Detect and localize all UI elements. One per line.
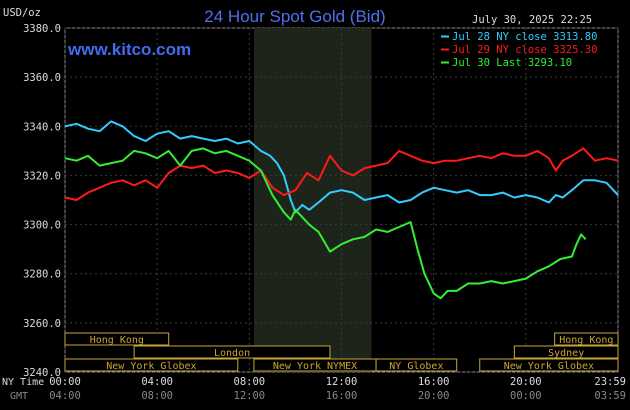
x-tick-label-ny: 04:00 xyxy=(141,376,173,388)
timestamp: July 30, 2025 22:25 xyxy=(472,14,592,26)
y-tick-label: 3340.0 xyxy=(23,121,61,133)
x-tick-label-gmt: 16:00 xyxy=(326,390,358,402)
market-session-label: London xyxy=(214,348,250,359)
market-session-label: New York NYMEX xyxy=(273,361,357,372)
market-session-label: Hong Kong xyxy=(559,335,613,346)
y-unit-label: USD/oz xyxy=(3,7,41,19)
market-session-box xyxy=(554,332,619,346)
x-tick-label-gmt: 12:00 xyxy=(234,390,266,402)
x-tick-label-ny: 08:00 xyxy=(234,376,266,388)
market-session-box xyxy=(479,358,619,372)
series-line-3 xyxy=(64,147,587,300)
x-tick-label-ny: 23:59 xyxy=(594,376,626,388)
y-tick-label: 3240.0 xyxy=(23,367,61,379)
market-session-box xyxy=(64,332,170,346)
x-tick-label-gmt: 03:59 xyxy=(594,390,626,402)
y-tick-label: 3260.0 xyxy=(23,318,61,330)
market-session-label: New York Globex xyxy=(106,361,196,372)
chart-title: 24 Hour Spot Gold (Bid) xyxy=(204,7,385,26)
market-session-label: Hong Kong xyxy=(90,335,144,346)
y-tick-label: 3360.0 xyxy=(23,72,61,84)
gmt-label: GMT xyxy=(10,391,28,402)
series-line-2 xyxy=(64,147,619,201)
x-tick-label-ny: 12:00 xyxy=(326,376,358,388)
plot-area: Hong Kong London New York Globex New York N… xyxy=(64,27,619,373)
series-line-1 xyxy=(64,120,619,214)
axes: 3380.0 3360.0 3340.0 3320.0 3300.0 3280.0 3260… xyxy=(2,23,626,402)
x-tick-label-gmt: 20:00 xyxy=(418,390,450,402)
website-label: www.kitco.com xyxy=(67,40,191,59)
ny-time-label: NY Time xyxy=(2,377,44,388)
market-session-label: New York Globex xyxy=(504,361,594,372)
legend-entry: Jul 29 NY close 3325.30 xyxy=(452,44,597,56)
x-tick-label-gmt: 00:00 xyxy=(510,390,542,402)
y-tick-label: 3280.0 xyxy=(23,269,61,281)
market-session-box xyxy=(513,345,619,359)
x-tick-label-gmt: 08:00 xyxy=(141,390,173,402)
x-tick-label-gmt: 04:00 xyxy=(49,390,81,402)
market-session-label: Sydney xyxy=(548,348,584,359)
nymex-shaded-period xyxy=(253,28,372,372)
legend-entry: Jul 28 NY close 3313.80 xyxy=(452,31,597,43)
legend-entry: Jul 30 Last 3293.10 xyxy=(452,57,572,69)
x-tick-label-ny: 20:00 xyxy=(510,376,542,388)
market-session-label: NY Globex xyxy=(389,361,443,372)
market-session-box xyxy=(375,358,458,372)
x-tick-label-ny: 00:00 xyxy=(49,376,81,388)
y-tick-label: 3320.0 xyxy=(23,170,61,182)
x-tick-label-ny: 16:00 xyxy=(418,376,450,388)
y-tick-label: 3300.0 xyxy=(23,220,61,232)
market-session-box xyxy=(133,345,331,359)
market-session-box xyxy=(64,358,239,372)
y-tick-label: 3380.0 xyxy=(23,23,61,35)
